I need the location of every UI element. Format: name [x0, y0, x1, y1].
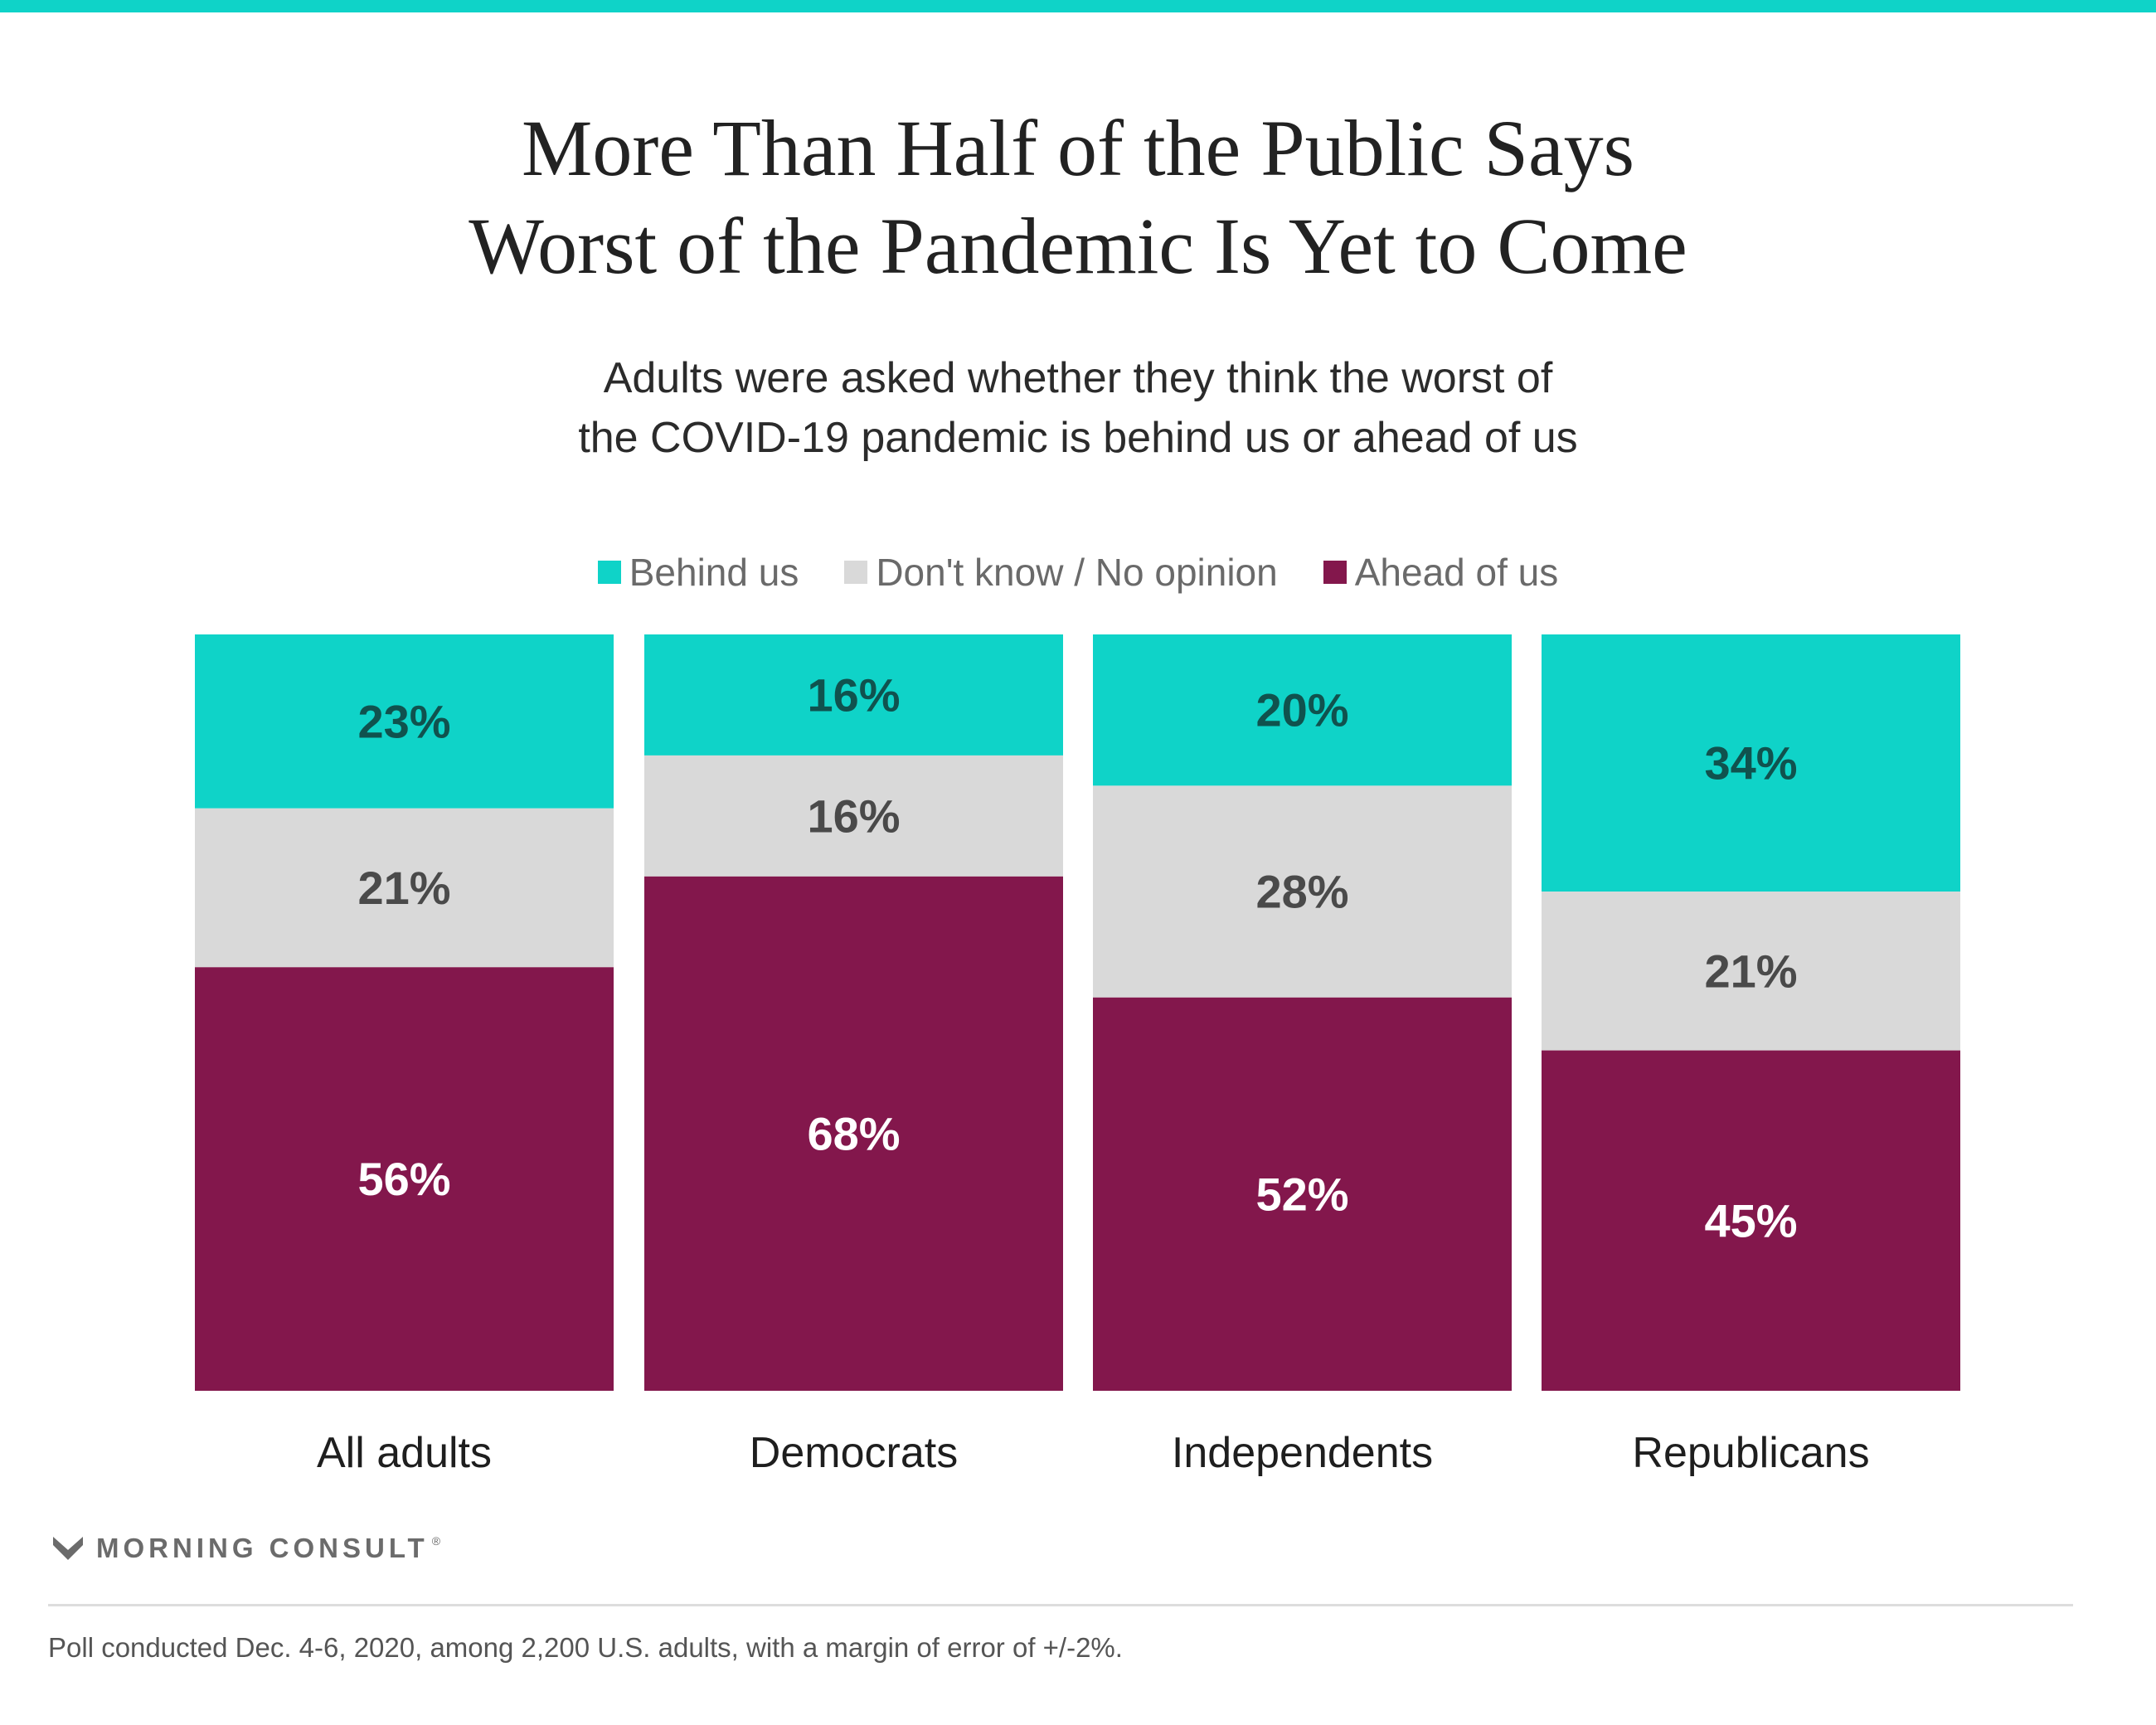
legend-swatch-behind-us	[597, 561, 621, 584]
bar-segment-independents-behind-us	[1093, 634, 1512, 786]
bar-segment-independents-don-t-know-no-opinion	[1093, 785, 1512, 998]
data-label-republicans-behind-us: 34%	[1704, 737, 1797, 790]
data-label-democrats-ahead-of-us: 68%	[807, 1107, 900, 1159]
bar-segment-all-adults-behind-us	[195, 634, 614, 809]
brand-name: MORNING CONSULT	[96, 1533, 429, 1563]
chart-legend: Behind us Don't know / No opinion Ahead …	[0, 543, 2156, 601]
legend-label-ahead-of-us: Ahead of us	[1354, 551, 1559, 594]
morning-consult-logo-icon	[53, 1537, 83, 1560]
data-label-all-adults-behind-us: 23%	[357, 695, 450, 747]
bar-segment-republicans-behind-us	[1542, 634, 1960, 892]
data-label-republicans-don-t-know-no-opinion: 21%	[1704, 945, 1797, 997]
bar-segment-all-adults-ahead-of-us	[195, 967, 614, 1391]
chart-subtitle-line-1: Adults were asked whether they think the…	[603, 354, 1553, 402]
data-label-all-adults-don-t-know-no-opinion: 21%	[357, 862, 450, 914]
legend-item-behind-us: Behind us	[597, 550, 799, 595]
top-accent-bar	[0, 0, 2156, 12]
data-label-democrats-behind-us: 16%	[807, 668, 900, 721]
data-label-independents-behind-us: 20%	[1255, 684, 1348, 736]
bar-segment-democrats-behind-us	[644, 634, 1063, 756]
bar-segment-democrats-don-t-know-no-opinion	[644, 755, 1063, 877]
category-label-republicans: Republicans	[1632, 1429, 1869, 1477]
data-label-democrats-don-t-know-no-opinion: 16%	[807, 790, 900, 842]
bar-segment-independents-ahead-of-us	[1093, 997, 1512, 1391]
brand: MORNING CONSULT ®	[51, 1528, 440, 1569]
legend-swatch-ahead-of-us	[1323, 561, 1347, 584]
legend-swatch-dont-know	[844, 561, 868, 584]
chart-title-line-2: Worst of the Pandemic Is Yet to Come	[469, 202, 1687, 290]
legend-label-dont-know: Don't know / No opinion	[876, 551, 1278, 594]
data-label-independents-ahead-of-us: 52%	[1255, 1168, 1348, 1220]
bar-segment-all-adults-don-t-know-no-opinion	[195, 808, 614, 968]
data-label-independents-don-t-know-no-opinion: 28%	[1255, 866, 1348, 918]
category-label-independents: Independents	[1172, 1429, 1433, 1477]
data-label-republicans-ahead-of-us: 45%	[1704, 1194, 1797, 1246]
category-label-democrats: Democrats	[750, 1429, 958, 1477]
footnote: Poll conducted Dec. 4-6, 2020, among 2,2…	[48, 1632, 1123, 1663]
category-label-all-adults: All adults	[317, 1429, 492, 1477]
stacked-bar-chart: 23% 21% 56% All adults 16% 16% 68% Democrats 20%…	[195, 634, 1960, 1477]
legend-item-dont-know: Don't know / No opinion	[844, 550, 1278, 595]
chart-title: More Than Half of the Public Says Worst …	[0, 100, 2156, 295]
chart-subtitle-line-2: the COVID-19 pandemic is behind us or ah…	[578, 414, 1578, 462]
brand-trademark: ®	[431, 1534, 441, 1548]
legend-label-behind-us: Behind us	[629, 551, 799, 594]
bar-segment-republicans-don-t-know-no-opinion	[1542, 892, 1960, 1051]
legend-item-ahead-of-us: Ahead of us	[1323, 550, 1559, 595]
data-label-all-adults-ahead-of-us: 56%	[357, 1153, 450, 1205]
footer-divider	[48, 1604, 2073, 1606]
bar-segment-democrats-ahead-of-us	[644, 876, 1063, 1391]
chart-title-line-1: More Than Half of the Public Says	[522, 104, 1634, 192]
chart-subtitle: Adults were asked whether they think the…	[0, 348, 2156, 468]
bar-segment-republicans-ahead-of-us	[1542, 1050, 1960, 1391]
